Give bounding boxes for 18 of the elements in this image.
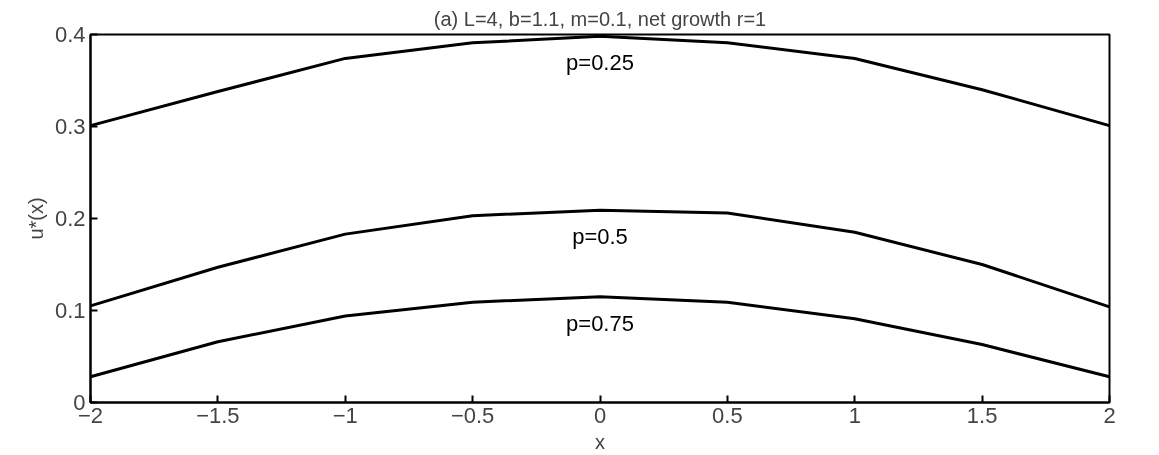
y-tick-label: 0.3 [54, 114, 86, 139]
y-tick-label: 0.4 [54, 22, 86, 47]
y-tick-label: 0.1 [54, 298, 86, 323]
series-label: p=0.75 [566, 310, 634, 336]
series-label: p=0.5 [572, 224, 628, 250]
x-tick-label: −1 [332, 402, 358, 428]
x-axis-title: x [595, 430, 605, 453]
x-tick-label: 2 [1103, 402, 1116, 428]
x-tick-label: −0.5 [450, 402, 495, 428]
x-tick-label: 0 [593, 402, 607, 428]
x-tick-label: 0.5 [712, 402, 743, 428]
y-axis-title: u*(x) [24, 197, 47, 240]
series-label: p=0.25 [566, 50, 634, 76]
x-tick-label: 1 [848, 402, 861, 428]
x-tick-label: 1.5 [966, 402, 998, 428]
x-tick-label: −1.5 [196, 402, 240, 428]
chart-title: (a) L=4, b=1.1, m=0.1, net growth r=1 [433, 7, 767, 30]
y-tick-label: 0.2 [54, 206, 86, 231]
